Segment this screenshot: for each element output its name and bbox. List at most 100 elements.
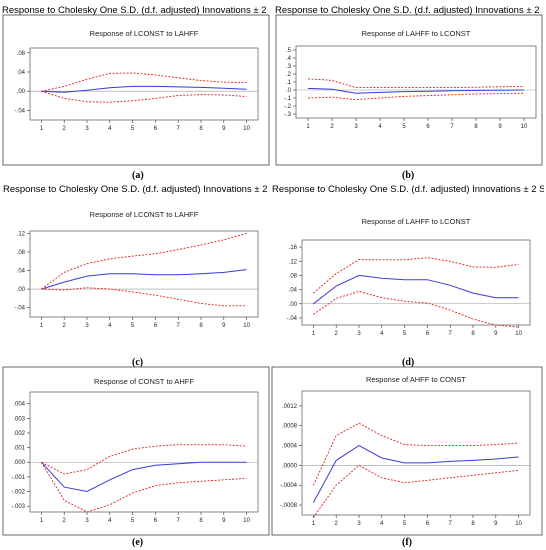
y-tick-label: .04 (289, 288, 298, 294)
y-tick-label: -.0004 (280, 483, 298, 489)
x-tick-label: 5 (131, 323, 135, 329)
group-title-b: Response to Cholesky One S.D. (d.f. adju… (275, 5, 543, 16)
y-tick-label: .04 (17, 269, 26, 275)
plot-area (29, 230, 259, 318)
group-title-d: Response to Cholesky One S.D. (d.f. adju… (272, 184, 544, 195)
y-tick-label: .00 (289, 302, 298, 308)
x-tick-label: 5 (131, 518, 135, 524)
x-tick-label: 6 (154, 126, 158, 132)
x-tick-label: 9 (222, 126, 226, 132)
x-tick-label: 2 (335, 331, 339, 337)
plot-area (29, 47, 259, 121)
x-tick-label: 4 (378, 124, 382, 130)
x-tick-label: 2 (63, 323, 67, 329)
y-tick-label: .04 (17, 70, 26, 76)
plot-area (301, 390, 531, 516)
x-tick-label: 1 (312, 331, 316, 337)
x-tick-label: 5 (131, 126, 135, 132)
series-lower-line (41, 461, 247, 513)
x-tick-label: 9 (494, 521, 498, 527)
x-tick-label: 10 (515, 521, 522, 527)
x-tick-label: 9 (494, 331, 498, 337)
y-tick-label: .08 (289, 273, 298, 279)
x-tick-label: 4 (108, 126, 112, 132)
series-upper-line (307, 78, 525, 89)
panel-label-f: (f) (402, 537, 412, 548)
series-response-line (307, 87, 525, 94)
x-tick-label: 3 (357, 331, 361, 337)
y-tick-label: .4 (286, 56, 292, 62)
x-tick-label: 3 (354, 124, 358, 130)
x-tick-label: 2 (63, 518, 67, 524)
y-tick-label: .3 (286, 64, 292, 70)
x-tick-label: 2 (63, 126, 67, 132)
x-tick-label: 9 (222, 323, 226, 329)
plot-area (301, 239, 531, 326)
y-tick-label: -.001 (11, 475, 25, 481)
chart-2: Response of LAHFF to LCONST .5 .4 .3 .2 .1 .0 -… (275, 14, 543, 166)
panel-label-a: (a) (132, 170, 144, 181)
y-tick-label: -.0008 (280, 503, 298, 509)
plot-title: Response of AHFF to CONST (366, 375, 466, 384)
chart-3: Response of LCONST to LAHFF .12 .08 .04 .00 -… (15, 210, 259, 329)
y-tick-label: .001 (13, 446, 25, 452)
x-tick-label: 3 (85, 126, 89, 132)
plot-title: Response of LAHFF to LCONST (362, 217, 471, 226)
x-tick-label: 7 (177, 323, 181, 329)
panel-frame (271, 366, 543, 536)
x-tick-label: 1 (40, 518, 44, 524)
y-tick-label: .003 (13, 416, 25, 422)
x-tick-label: 2 (335, 521, 339, 527)
x-tick-label: 10 (243, 323, 250, 329)
x-tick-label: 4 (380, 331, 384, 337)
series-response-line (312, 445, 519, 503)
y-tick-label: .00 (17, 89, 26, 95)
x-tick-label: 5 (403, 521, 407, 527)
x-tick-label: 7 (449, 331, 453, 337)
x-tick-label: 9 (498, 124, 502, 130)
y-tick-label: .0012 (282, 404, 298, 410)
y-tick-label: .5 (286, 48, 292, 54)
y-tick-label: .0004 (282, 444, 298, 450)
y-tick-label: .16 (289, 245, 298, 251)
x-tick-label: 8 (471, 331, 475, 337)
y-tick-label: .0 (286, 88, 292, 94)
x-tick-label: 5 (403, 331, 407, 337)
panel-frame (2, 14, 270, 166)
panel-label-e: (e) (132, 537, 144, 548)
plot-title: Response of LCONST to LAHFF (90, 29, 199, 38)
x-tick-label: 4 (108, 323, 112, 329)
x-tick-label: 6 (426, 331, 430, 337)
series-upper-line (312, 422, 519, 486)
x-tick-label: 4 (380, 521, 384, 527)
y-tick-label: .12 (289, 259, 298, 265)
series-lower-line (41, 90, 247, 103)
series-response-line (313, 274, 519, 305)
x-tick-label: 6 (154, 323, 158, 329)
series-upper-line (41, 444, 247, 475)
chart-1: Response of LCONST to LAHFF .08 .04 .00 -.04… (2, 14, 270, 166)
y-tick-label: -.04 (15, 306, 26, 312)
x-tick-label: 3 (85, 323, 89, 329)
x-tick-label: 1 (312, 521, 316, 527)
chart-5: Response of CONST to AHFF .004 .003 .002 .00… (2, 366, 270, 536)
y-tick-label: -.04 (15, 108, 26, 114)
y-tick-label: .0008 (282, 424, 298, 430)
y-tick-label: .004 (13, 402, 25, 408)
panel-frame (275, 14, 543, 166)
x-tick-label: 5 (402, 124, 406, 130)
series-lower-line (313, 464, 519, 518)
series-response-line (41, 85, 247, 93)
chart-6: Response of AHFF to CONST .0012 .0008 .0004… (271, 366, 543, 536)
y-tick-label: -.002 (11, 490, 25, 496)
x-tick-label: 3 (85, 518, 89, 524)
y-tick-label: -.3 (284, 112, 292, 118)
x-tick-label: 7 (450, 124, 454, 130)
x-tick-label: 8 (199, 323, 203, 329)
panel-label-c: (c) (132, 357, 144, 368)
y-tick-label: .12 (17, 231, 26, 237)
x-tick-label: 8 (199, 518, 203, 524)
x-tick-label: 7 (177, 518, 181, 524)
plot-title: Response of CONST to AHFF (94, 377, 194, 386)
